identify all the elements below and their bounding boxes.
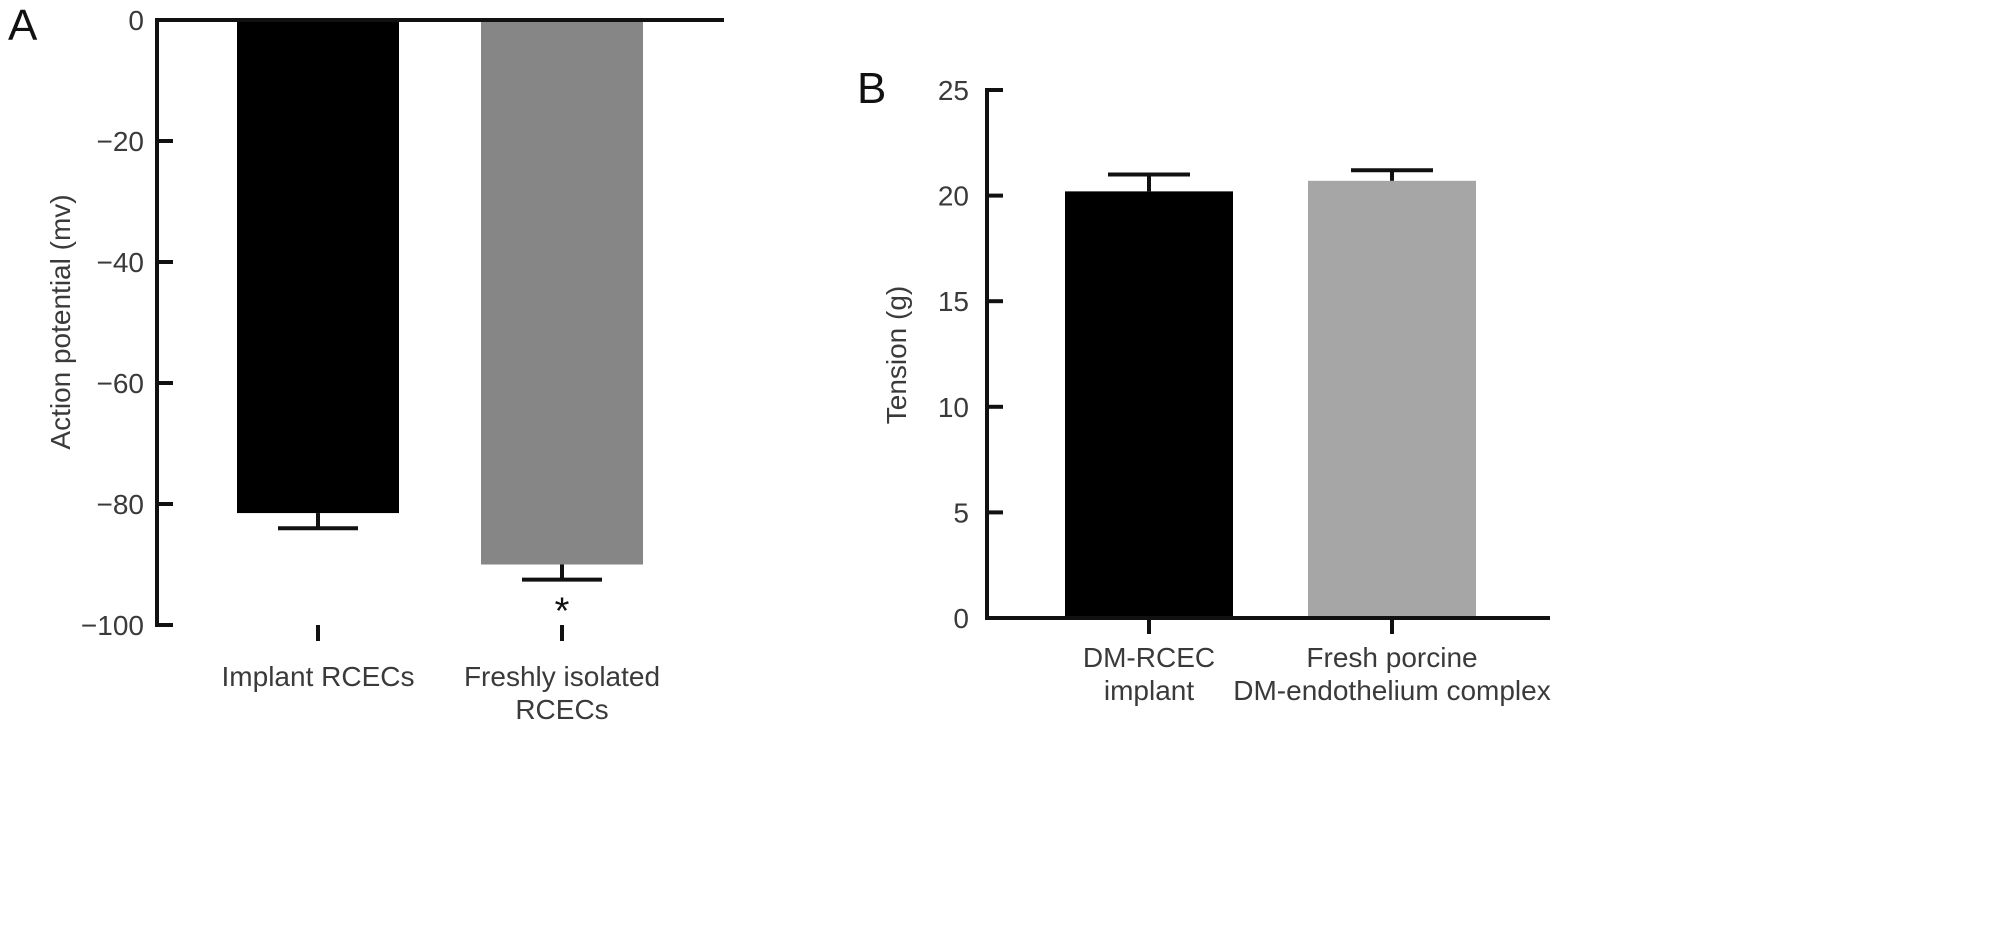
- panel-a-y-tick-label: −40: [97, 247, 145, 278]
- panel-b-bar-2: [1308, 180, 1476, 619]
- panel-a-chart: A Action potential (mv) 0 −20 −40 −60 −80 −10…: [8, 1, 724, 725]
- panel-b-y-tick-label: 5: [953, 497, 969, 528]
- panel-a-y-axis-title: Action potential (mv): [45, 194, 76, 449]
- panel-b-category-label: DM-endothelium complex: [1233, 675, 1550, 706]
- panel-b-label: B: [857, 64, 886, 113]
- panel-a-label: A: [8, 1, 38, 50]
- panel-a-bar-1: [237, 20, 399, 514]
- panel-b-y-tick-label: 20: [938, 181, 969, 212]
- panel-a-y-tick-label: 0: [128, 5, 144, 36]
- panel-b-category-label: Fresh porcine: [1306, 642, 1477, 673]
- panel-a-category-label: RCECs: [515, 694, 608, 725]
- panel-a-bar-2: [481, 20, 643, 565]
- panel-b-category-label: implant: [1104, 675, 1194, 706]
- panel-b-y-tick-label: 0: [953, 603, 969, 634]
- panel-a-category-label: Freshly isolated: [464, 661, 660, 692]
- panel-a-category-label: Implant RCECs: [222, 661, 415, 692]
- panel-a-y-tick-label: −60: [97, 368, 145, 399]
- panel-b-y-tick-label: 10: [938, 392, 969, 423]
- panel-b-category-label: DM-RCEC: [1083, 642, 1215, 673]
- panel-a-y-tick-label: −80: [97, 489, 145, 520]
- panel-a-y-tick-label: −100: [81, 610, 144, 641]
- panel-a-significance-marker: *: [555, 591, 570, 633]
- panel-b-y-tick-label: 15: [938, 286, 969, 317]
- panel-b-bar-1: [1065, 191, 1233, 618]
- panel-b-y-axis-title: Tension (g): [881, 286, 912, 425]
- panel-a-y-tick-label: −20: [97, 126, 145, 157]
- panel-b-y-tick-label: 25: [938, 75, 969, 106]
